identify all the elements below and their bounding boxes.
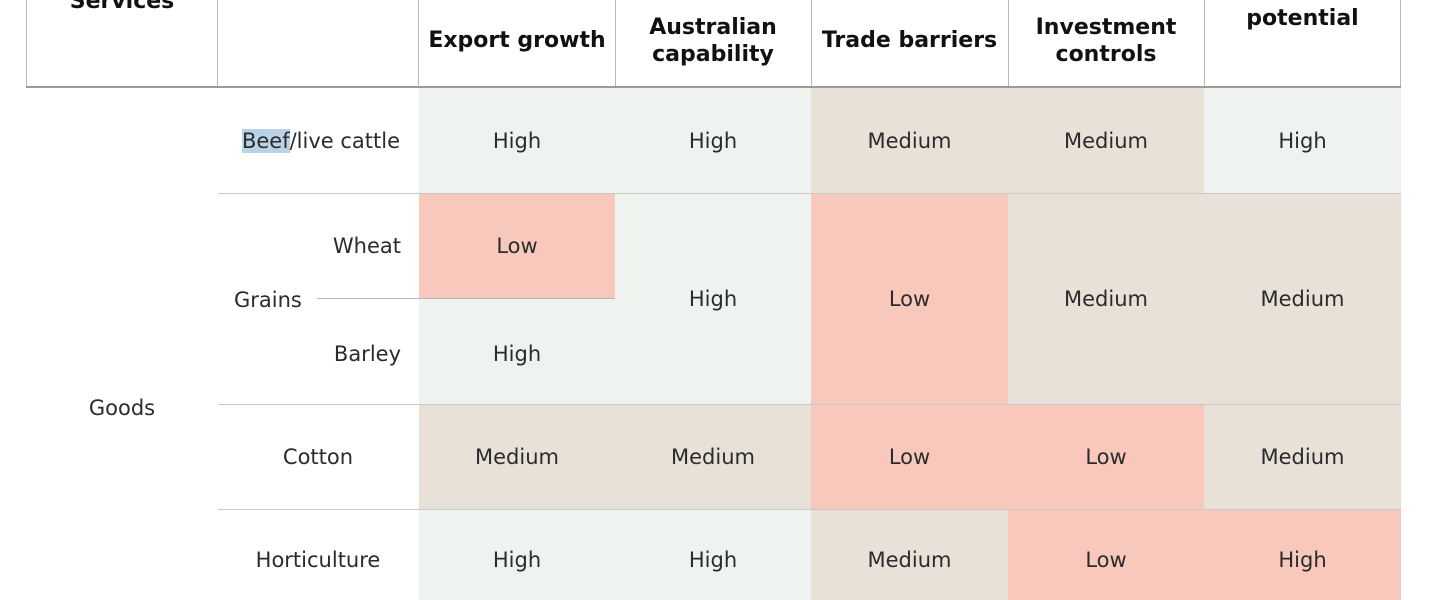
cotton-investment-controls-cell: Low xyxy=(1008,405,1204,509)
horticulture-potential-cell: High xyxy=(1204,510,1401,600)
header-export-growth: Export growth xyxy=(428,27,606,53)
cotton-trade-barriers-cell: Low xyxy=(811,405,1008,509)
header-border xyxy=(811,0,812,87)
row-label-beef-rest: /live cattle xyxy=(289,128,400,153)
row-label-barley: Barley xyxy=(333,342,401,366)
horticulture-export-growth-cell: High xyxy=(419,510,615,600)
category-label-goods: Goods xyxy=(88,396,156,420)
row-label-cotton: Cotton xyxy=(282,445,354,469)
header-services: Services xyxy=(69,0,175,14)
row-divider xyxy=(218,404,1401,405)
header-border xyxy=(418,0,419,87)
header-australian-capability: Australian capability xyxy=(649,15,777,67)
grains-investment-controls-cell: Medium xyxy=(1008,194,1204,404)
barley-export-growth-cell: High xyxy=(419,298,615,404)
header-potential: potential xyxy=(1246,5,1359,31)
horticulture-australian-capability-cell: High xyxy=(615,510,811,600)
horticulture-investment-controls-cell: Low xyxy=(1008,510,1204,600)
highlighted-text: Beef xyxy=(241,128,290,153)
grains-potential-cell: Medium xyxy=(1204,194,1401,404)
row-divider xyxy=(317,298,615,299)
row-label-beef: Beef/live cattle xyxy=(218,88,400,193)
cotton-export-growth-cell: Medium xyxy=(419,405,615,509)
horticulture-trade-barriers-cell: Medium xyxy=(811,510,1008,600)
row-divider xyxy=(218,193,1401,194)
header-border xyxy=(26,0,27,87)
beef-trade-barriers-cell: Medium xyxy=(811,88,1008,193)
header-trade-barriers: Trade barriers xyxy=(821,27,998,53)
header-border xyxy=(1008,0,1009,87)
header-border xyxy=(1400,0,1401,87)
grains-trade-barriers-cell: Low xyxy=(811,194,1008,404)
cotton-australian-capability-cell: Medium xyxy=(615,405,811,509)
row-divider xyxy=(218,509,1401,510)
row-label-horticulture: Horticulture xyxy=(255,548,381,572)
header-investment-controls: Investment controls xyxy=(1035,15,1177,67)
beef-australian-capability-cell: High xyxy=(615,88,811,193)
header-border xyxy=(1204,0,1205,87)
cotton-potential-cell: Medium xyxy=(1204,405,1401,509)
beef-investment-controls-cell: Medium xyxy=(1008,88,1204,193)
wheat-export-growth-cell: Low xyxy=(419,194,615,298)
header-border xyxy=(217,0,218,87)
table-header: Services Export growth Australian capabi… xyxy=(0,0,1440,90)
grains-australian-capability-cell: High xyxy=(615,194,811,404)
header-bottom-border xyxy=(26,86,1401,88)
beef-potential-cell: High xyxy=(1204,88,1401,193)
beef-export-growth-cell: High xyxy=(419,88,615,193)
row-label-wheat: Wheat xyxy=(332,234,401,258)
header-border xyxy=(615,0,616,87)
